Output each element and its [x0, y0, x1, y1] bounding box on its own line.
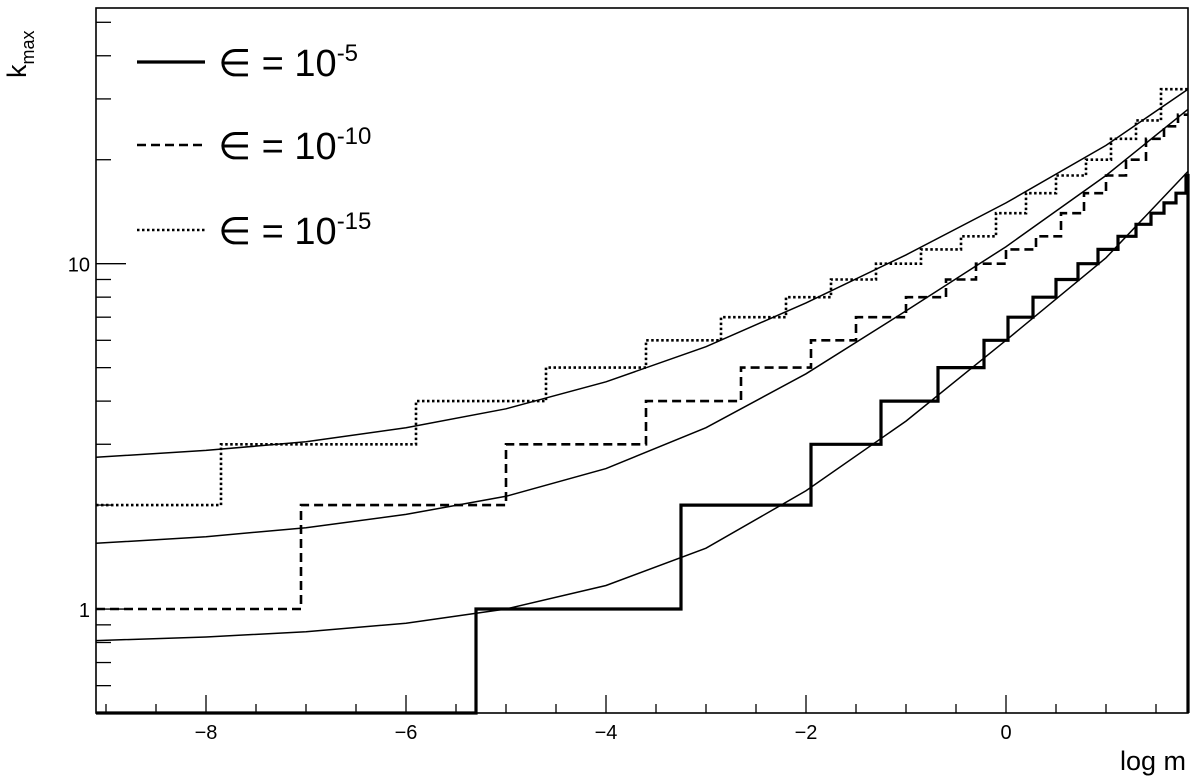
x-axis-label: log m — [1120, 746, 1186, 776]
legend-label: ∈ = 10-15 — [218, 208, 371, 253]
y-tick-label: 1 — [79, 600, 90, 622]
y-axis-label-sub: max — [18, 30, 38, 64]
legend-label: ∈ = 10-5 — [218, 40, 358, 85]
x-tick-label: −4 — [595, 722, 618, 744]
x-tick-label: −8 — [195, 722, 218, 744]
fit-curve-3 — [95, 88, 1189, 459]
plot-frame — [95, 7, 1189, 714]
step-series — [96, 87, 1190, 715]
step-series-3 — [96, 87, 1188, 507]
x-tick-label: −6 — [395, 722, 418, 744]
svg-text:kmax: kmax — [2, 30, 38, 78]
step-series-1 — [96, 173, 1190, 715]
y-axis-label-main: k — [2, 64, 32, 78]
y-tick-label: 10 — [68, 255, 90, 277]
fit-curves — [95, 88, 1189, 642]
x-tick-label: −2 — [795, 722, 818, 744]
step-series-2 — [96, 113, 1188, 611]
legend-label: ∈ = 10-10 — [218, 123, 371, 168]
plot-border — [95, 7, 1189, 714]
legend: ∈ = 10-5 ∈ = 10-10 ∈ = 10-15 — [137, 40, 371, 253]
fit-curve-1 — [95, 170, 1189, 642]
fit-curve-2 — [95, 108, 1189, 545]
x-tick-label: 0 — [1000, 722, 1011, 744]
y-axis-label: kmax — [2, 30, 38, 78]
